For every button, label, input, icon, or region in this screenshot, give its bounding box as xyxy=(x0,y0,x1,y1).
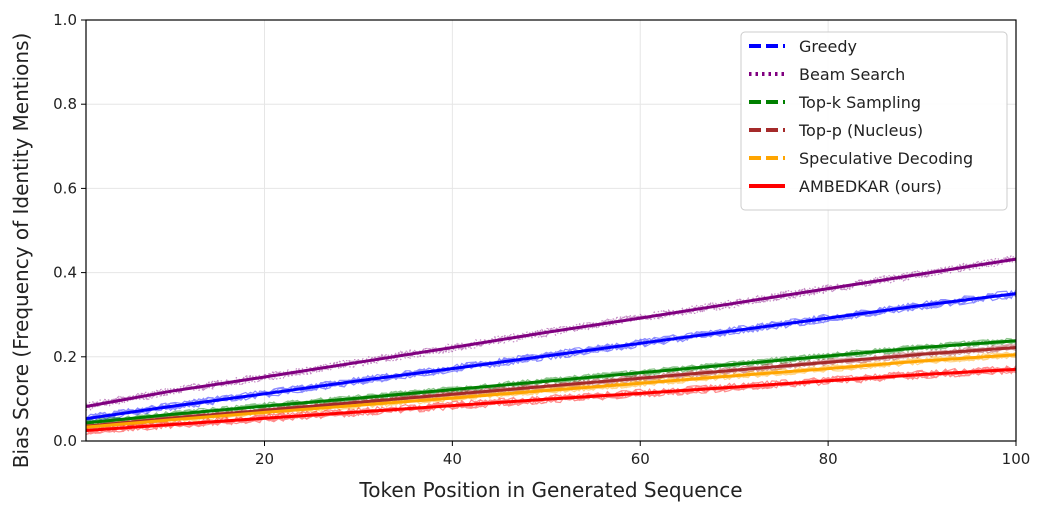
y-tick-label: 1.0 xyxy=(53,11,77,29)
plot-frame xyxy=(85,19,1017,442)
legend-entry-label: Beam Search xyxy=(799,65,905,84)
x-tick-label: 20 xyxy=(255,450,274,468)
legend-entry-label: AMBEDKAR (ours) xyxy=(799,177,942,196)
y-tick-label: 0.4 xyxy=(53,264,77,282)
series-4 xyxy=(85,353,1017,429)
series-line xyxy=(85,353,1017,429)
y-tick-label: 0.8 xyxy=(53,95,77,113)
legend-entry-label: Top-p (Nucleus) xyxy=(798,121,923,140)
legend-entry-label: Greedy xyxy=(799,37,857,56)
y-tick-label: 0.0 xyxy=(53,432,77,450)
series-layer xyxy=(85,257,1017,432)
x-tick-label: 100 xyxy=(1002,450,1031,468)
x-tick-label: 40 xyxy=(443,450,462,468)
y-axis-title: Bias Score (Frequency of Identity Mentio… xyxy=(9,33,33,469)
legend-entry-label: Speculative Decoding xyxy=(799,149,973,168)
series-line xyxy=(85,257,1017,408)
legend: Greedy Beam Search Top-k Sampling Top-p (Nu… xyxy=(740,31,1008,211)
x-tick-label: 60 xyxy=(631,450,650,468)
x-axis-title: Token Position in Generated Sequence xyxy=(358,478,742,502)
y-tick-label: 0.6 xyxy=(53,179,77,197)
tick-layer: 20 40 60 80 100 0.0 0.2 0.4 0.6 0.8 1.0 xyxy=(53,11,1030,468)
y-tick-label: 0.2 xyxy=(53,348,77,366)
legend-box xyxy=(740,31,1008,211)
x-tick-label: 80 xyxy=(819,450,838,468)
legend-entry-label: Top-k Sampling xyxy=(798,93,921,112)
